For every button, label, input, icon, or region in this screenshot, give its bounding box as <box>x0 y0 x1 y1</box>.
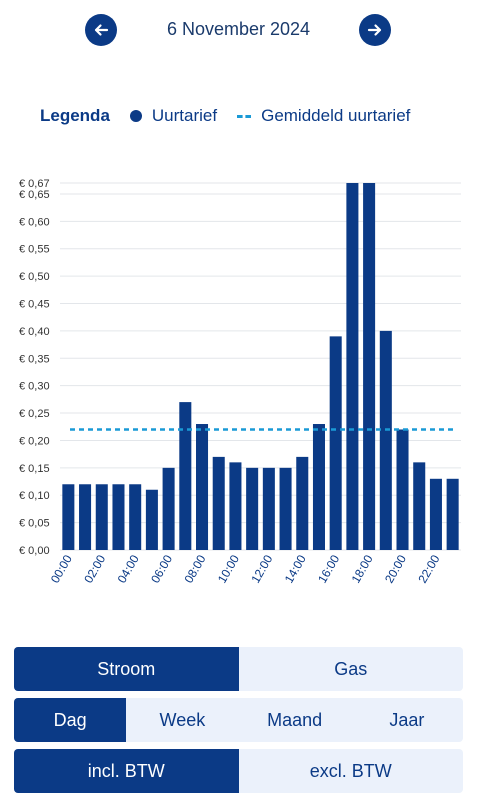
period-option-jaar[interactable]: Jaar <box>389 709 425 730</box>
x-tick-label: 02:00 <box>81 552 108 585</box>
y-tick-label: € 0,15 <box>19 463 50 475</box>
price-bar <box>145 489 158 550</box>
price-bar <box>95 484 108 550</box>
period-option-dag[interactable]: Dag <box>14 698 127 742</box>
arrow-right-icon <box>367 24 382 36</box>
energy-type-selector: Stroom Gas <box>14 647 463 691</box>
price-bar <box>446 478 459 550</box>
price-bar <box>62 484 75 550</box>
period-option-week[interactable]: Week <box>159 709 206 730</box>
energy-option-stroom[interactable]: Stroom <box>14 647 239 691</box>
price-bar <box>196 424 209 550</box>
x-tick-label: 06:00 <box>148 552 175 585</box>
price-bar <box>179 402 192 550</box>
legend-dot-icon <box>129 110 142 122</box>
chart-legend: Legenda Uurtarief Gemiddeld uurtarief <box>40 105 410 127</box>
y-tick-label: € 0,10 <box>19 490 50 502</box>
price-bar <box>112 484 125 550</box>
period-option-maand[interactable]: Maand <box>267 709 323 730</box>
price-bar <box>129 484 142 550</box>
previous-day-button[interactable] <box>85 14 117 46</box>
y-tick-label: € 0,20 <box>19 435 50 447</box>
y-tick-label: € 0,50 <box>19 271 50 283</box>
price-bar <box>262 467 275 550</box>
x-tick-label: 08:00 <box>181 552 208 585</box>
price-bar <box>246 467 259 550</box>
y-tick-label: € 0,45 <box>19 299 50 311</box>
x-tick-label: 04:00 <box>115 552 142 585</box>
price-bar <box>79 484 92 550</box>
price-bar <box>312 424 325 550</box>
y-tick-label: € 0,55 <box>19 244 50 256</box>
price-bar <box>379 330 392 550</box>
price-bar <box>279 467 292 550</box>
price-bar <box>396 429 409 550</box>
energy-option-gas[interactable]: Gas <box>334 658 368 679</box>
y-tick-label: € 0,40 <box>19 326 50 338</box>
y-tick-label: € 0,67 <box>19 178 50 190</box>
price-bar <box>162 467 175 550</box>
price-bar <box>229 462 242 550</box>
y-tick-label: € 0,30 <box>19 381 50 393</box>
tax-selector: incl. BTW excl. BTW <box>14 749 463 793</box>
price-bar <box>212 456 225 550</box>
price-bar <box>346 183 359 550</box>
legend-series-label: Uurtarief <box>151 106 218 125</box>
legend-title: Legenda <box>40 106 110 125</box>
x-tick-label: 20:00 <box>382 552 409 585</box>
price-bar <box>363 183 376 550</box>
y-tick-label: € 0,35 <box>19 353 50 365</box>
x-tick-label: 18:00 <box>349 552 376 585</box>
price-bar <box>429 478 442 550</box>
y-tick-label: € 0,05 <box>19 518 50 530</box>
x-tick-label: 16:00 <box>315 552 342 585</box>
x-tick-label: 12:00 <box>248 552 275 585</box>
y-tick-label: € 0,60 <box>19 216 50 228</box>
price-bar <box>329 336 342 550</box>
x-tick-label: 22:00 <box>415 552 442 585</box>
x-tick-label: 00:00 <box>48 552 75 585</box>
date-label: 6 November 2024 <box>166 19 311 39</box>
x-tick-label: 14:00 <box>282 552 309 585</box>
arrow-left-icon <box>94 24 109 36</box>
x-tick-label: 10:00 <box>215 552 242 585</box>
y-tick-label: € 0,65 <box>19 189 50 201</box>
period-selector: Dag Week Maand Jaar <box>14 698 463 742</box>
tax-option-incl[interactable]: incl. BTW <box>14 749 239 793</box>
legend-average-label: Gemiddeld uurtarief <box>261 106 411 125</box>
next-day-button[interactable] <box>359 14 391 46</box>
price-bar <box>413 462 426 550</box>
y-tick-label: € 0,00 <box>19 545 50 557</box>
y-tick-label: € 0,25 <box>19 408 50 420</box>
price-bar <box>296 456 309 550</box>
price-bar-chart: € 0,00 € 0,05 € 0,10 € 0,15 € 0,20 € 0,25 € 0,… <box>19 178 461 586</box>
legend-dashed-line-icon <box>237 114 252 118</box>
tax-option-excl[interactable]: excl. BTW <box>309 760 392 781</box>
